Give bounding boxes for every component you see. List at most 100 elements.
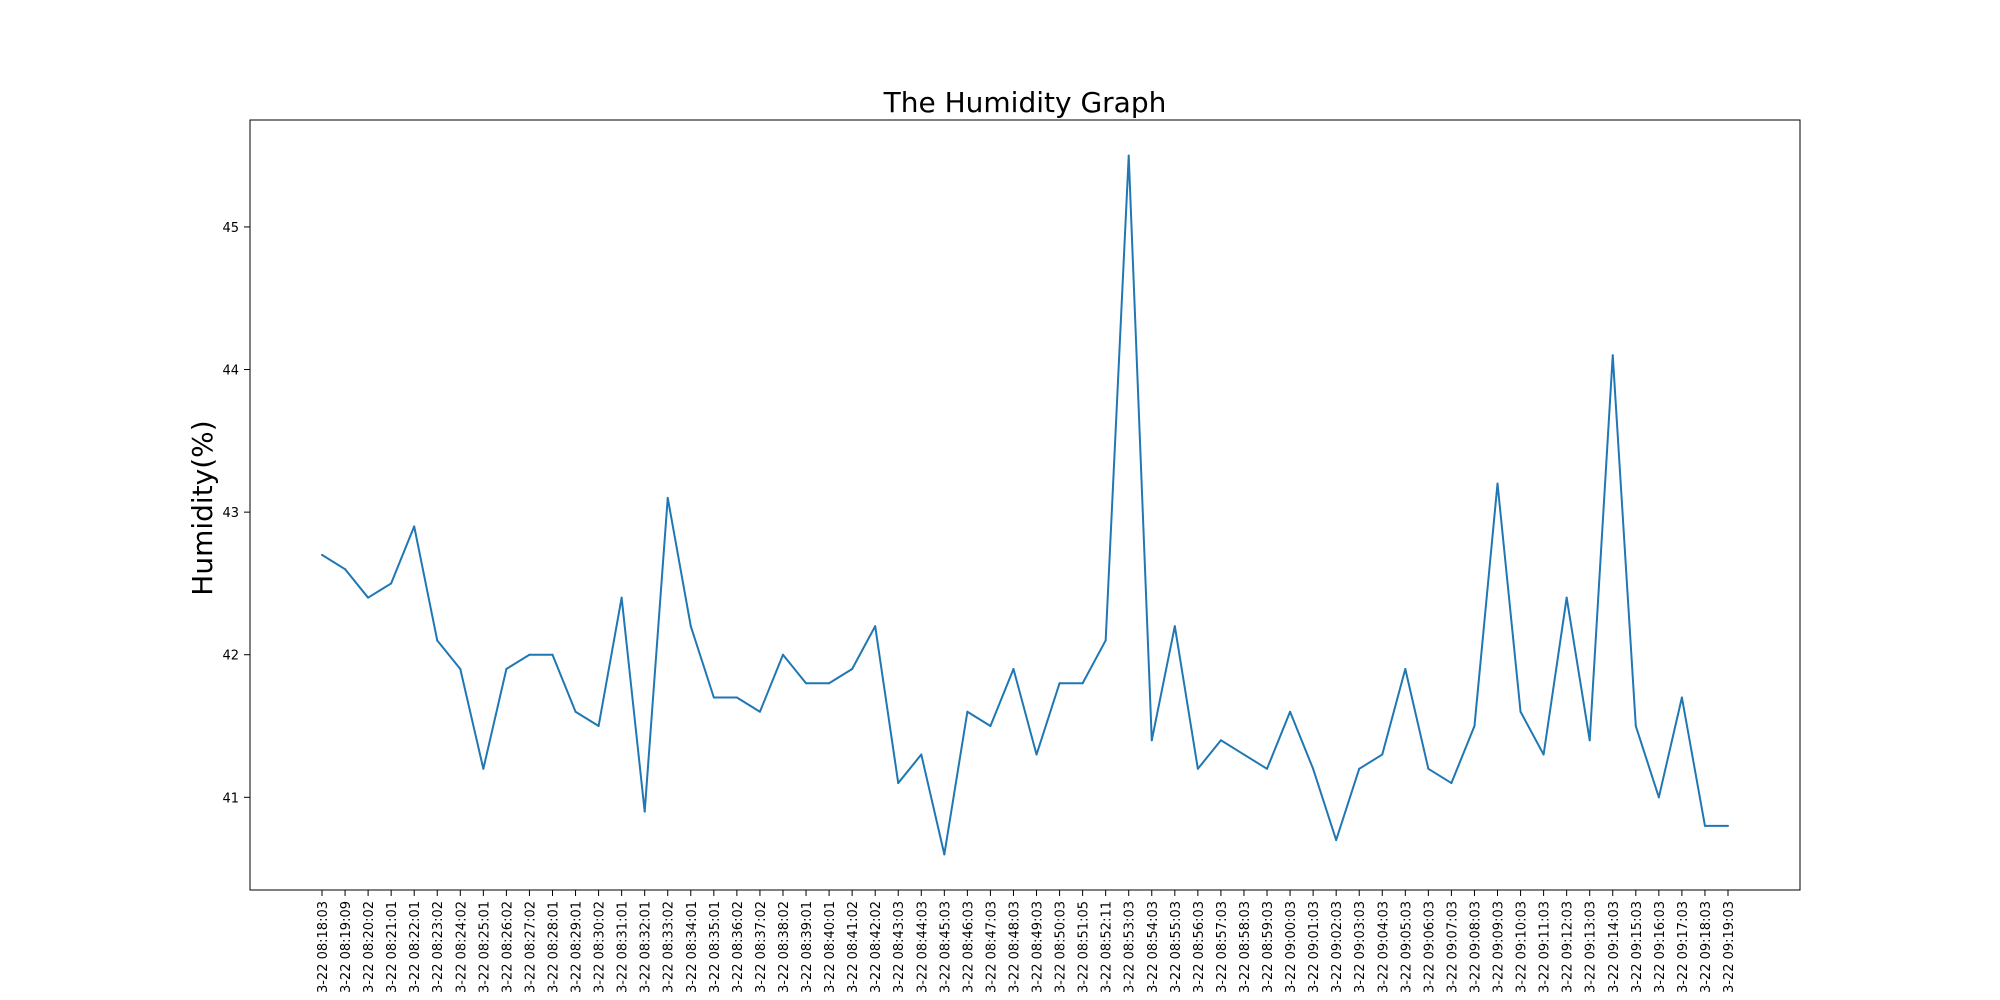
- x-tick-label: 3-22 08:54:03: [1146, 901, 1161, 993]
- data-point: [1657, 796, 1660, 799]
- data-point: [1058, 682, 1061, 685]
- x-tick-label: 3-22 09:07:03: [1445, 901, 1460, 993]
- y-tick-label: 41: [222, 791, 239, 806]
- x-tick-label: 3-22 09:19:03: [1722, 901, 1737, 993]
- data-point: [1450, 782, 1453, 785]
- x-tick-label: 3-22 09:05:03: [1399, 901, 1414, 993]
- data-point: [1012, 667, 1015, 670]
- x-tick-label: 3-22 08:30:02: [593, 901, 608, 993]
- x-tick-label: 3-22 09:01:03: [1307, 901, 1322, 993]
- data-point: [574, 710, 577, 713]
- x-tick-label: 3-22 08:31:01: [616, 901, 631, 993]
- data-point: [735, 696, 738, 699]
- x-tick-label: 3-22 09:18:03: [1699, 901, 1714, 993]
- data-point: [1727, 824, 1729, 827]
- data-point: [1173, 625, 1176, 628]
- x-tick-label: 3-22 08:27:02: [523, 901, 538, 993]
- x-tick-label: 3-22 08:21:01: [385, 901, 400, 993]
- x-tick-label: 3-22 08:28:01: [546, 901, 561, 993]
- data-point: [1127, 154, 1130, 157]
- data-point: [551, 653, 554, 656]
- y-tick-label: 43: [222, 506, 239, 521]
- data-point: [758, 710, 761, 713]
- x-tick-label: 3-22 08:46:03: [961, 901, 976, 993]
- y-tick-label: 44: [222, 364, 239, 379]
- data-point: [1542, 753, 1545, 756]
- x-tick-label: 3-22 08:59:03: [1261, 901, 1276, 993]
- chart-title: The Humidity Graph: [883, 86, 1167, 119]
- x-tick-label: 3-22 08:47:03: [984, 901, 999, 993]
- data-point: [528, 653, 531, 656]
- data-point: [1289, 710, 1292, 713]
- data-point: [689, 625, 692, 628]
- data-point: [781, 653, 784, 656]
- data-point: [1081, 682, 1084, 685]
- x-tick-label: 3-22 09:15:03: [1630, 901, 1645, 993]
- data-point: [1565, 596, 1568, 599]
- data-point: [459, 667, 462, 670]
- data-point: [344, 568, 347, 571]
- data-point: [989, 725, 992, 728]
- x-tick-label: 3-22 08:58:03: [1238, 901, 1253, 993]
- x-tick-label: 3-22 09:09:03: [1492, 901, 1507, 993]
- x-tick-label: 3-22 08:53:03: [1123, 901, 1138, 993]
- data-point: [1035, 753, 1038, 756]
- y-axis: 41 42 43 44 45: [222, 221, 250, 806]
- data-point: [920, 753, 923, 756]
- x-tick-label: 3-22 08:35:01: [708, 901, 723, 993]
- x-tick-label: 3-22 08:19:09: [339, 901, 354, 993]
- x-tick-label: 3-22 08:26:02: [500, 901, 515, 993]
- x-tick-label: 3-22 08:32:01: [639, 901, 654, 993]
- x-tick-label: 3-22 09:17:03: [1676, 901, 1691, 993]
- x-tick-label: 3-22 09:06:03: [1422, 901, 1437, 993]
- x-tick-label: 3-22 09:10:03: [1515, 901, 1530, 993]
- x-tick-label: 3-22 08:39:01: [800, 901, 815, 993]
- data-point: [828, 682, 831, 685]
- x-tick-label: 3-22 08:41:02: [846, 901, 861, 993]
- data-point: [966, 710, 969, 713]
- data-point: [805, 682, 808, 685]
- x-tick-label: 3-22 08:38:02: [777, 901, 792, 993]
- data-point: [897, 782, 900, 785]
- x-tick-label: 3-22 08:22:01: [408, 901, 423, 993]
- data-point: [1312, 767, 1315, 770]
- data-point: [712, 696, 715, 699]
- x-tick-label: 3-22 08:18:03: [316, 901, 331, 993]
- data-point: [390, 582, 393, 585]
- x-tick-label: 3-22 08:36:02: [731, 901, 746, 993]
- x-tick-label: 3-22 08:20:02: [362, 901, 377, 993]
- x-tick-label: 3-22 09:16:03: [1653, 901, 1668, 993]
- x-tick-label: 3-22 08:56:03: [1192, 901, 1207, 993]
- data-point: [1150, 739, 1153, 742]
- data-point: [1634, 725, 1637, 728]
- x-tick-label: 3-22 08:50:03: [1054, 901, 1069, 993]
- data-point: [413, 525, 416, 528]
- humidity-series-line: [321, 154, 1728, 856]
- data-point: [505, 667, 508, 670]
- x-tick-label: 3-22 08:37:02: [754, 901, 769, 993]
- data-point: [597, 725, 600, 728]
- x-tick-label: 3-22 09:12:03: [1561, 901, 1576, 993]
- data-point: [874, 625, 877, 628]
- data-point: [1219, 739, 1222, 742]
- x-tick-label: 3-22 09:13:03: [1584, 901, 1599, 993]
- data-point: [1611, 354, 1614, 357]
- x-tick-label: 3-22 08:57:03: [1215, 901, 1230, 993]
- x-tick-label: 3-22 09:03:03: [1353, 901, 1368, 993]
- data-point: [1588, 739, 1591, 742]
- x-tick-label: 3-22 08:55:03: [1169, 901, 1184, 993]
- data-point: [643, 810, 646, 813]
- y-axis-label: Humidity(%): [186, 420, 219, 595]
- data-point: [1335, 839, 1338, 842]
- data-point: [436, 639, 439, 642]
- data-point: [1427, 767, 1430, 770]
- data-point: [1358, 767, 1361, 770]
- y-tick-label: 45: [222, 221, 239, 236]
- x-tick-label: 3-22 08:48:03: [1007, 901, 1022, 993]
- x-tick-label: 3-22 08:29:01: [570, 901, 585, 993]
- x-tick-label: 3-22 09:08:03: [1468, 901, 1483, 993]
- x-tick-label: 3-22 08:43:03: [892, 901, 907, 993]
- data-point: [1266, 767, 1269, 770]
- x-tick-label: 3-22 09:04:03: [1376, 901, 1391, 993]
- data-point: [1242, 753, 1245, 756]
